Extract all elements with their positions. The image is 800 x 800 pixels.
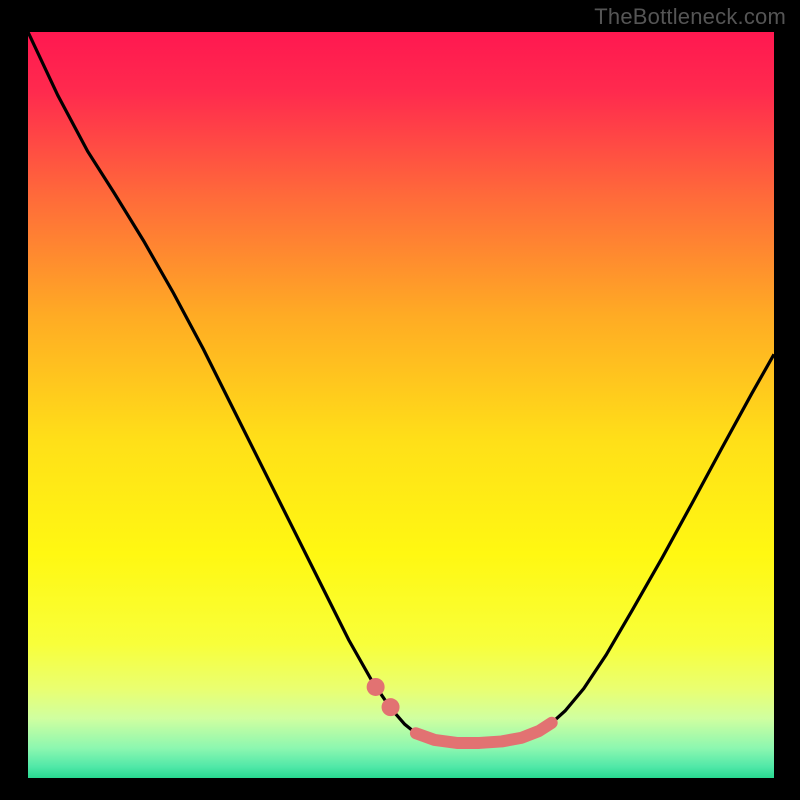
highlight-range xyxy=(416,723,552,743)
watermark-text: TheBottleneck.com xyxy=(594,4,786,30)
bottleneck-curve xyxy=(28,32,774,743)
highlight-dot xyxy=(367,678,385,696)
highlight-dot xyxy=(382,698,400,716)
